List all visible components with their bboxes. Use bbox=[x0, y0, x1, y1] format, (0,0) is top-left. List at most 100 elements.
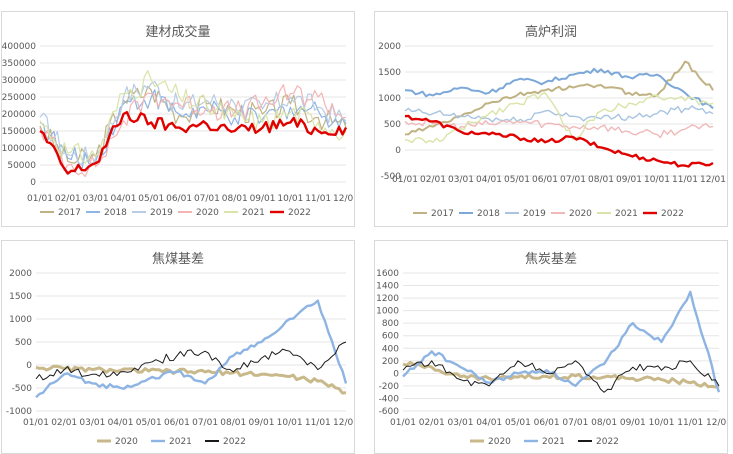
x-tick-label: 02/01 bbox=[55, 194, 81, 204]
x-tick-label: 04/01 bbox=[110, 194, 136, 204]
y-tick-label: 200000 bbox=[2, 110, 36, 120]
y-tick-label: 400000 bbox=[2, 42, 36, 52]
x-tick-label: 07/01 bbox=[560, 175, 586, 185]
chart-coking-coal-basis: -1000 -500 0 500 1000 1500 2000 01/01 02/01 03/01… bbox=[6, 269, 354, 447]
series-line-2017 bbox=[39, 85, 347, 164]
legend-label-2017: 2017 bbox=[431, 209, 454, 219]
x-tick-label: 07/01 bbox=[562, 418, 588, 428]
x-tick-label: 06/01 bbox=[166, 194, 192, 204]
x-tick-label: 09/01 bbox=[248, 418, 274, 428]
x-tick-label: 02/01 bbox=[420, 175, 446, 185]
chart-blast-furnace-profit: -500 0 500 1000 1500 2000 01/01 02/01 03/01 04/01… bbox=[378, 42, 726, 219]
x-tick-label: 03/01 bbox=[447, 418, 473, 428]
y-tick-label: 250000 bbox=[2, 93, 36, 103]
y-tick-label: 500 bbox=[384, 120, 401, 130]
legend-label-2021: 2021 bbox=[615, 209, 638, 219]
series-line-2021 bbox=[404, 92, 714, 144]
legend-label-2022: 2022 bbox=[596, 437, 619, 447]
y-tick-label: 1500 bbox=[9, 292, 32, 302]
x-tick-label: 05/01 bbox=[505, 418, 531, 428]
x-tick-label: 03/01 bbox=[79, 418, 105, 428]
y-tick-label: 2000 bbox=[9, 269, 32, 279]
x-tick-label: 12/01 bbox=[700, 175, 726, 185]
series-line-2022 bbox=[39, 110, 348, 175]
legend-label-2020: 2020 bbox=[488, 437, 511, 447]
chart-title: 建材成交量 bbox=[145, 25, 211, 40]
chart-coke-basis: -600 -400 -200 0 200 400 600 800 1000 1200 1400 160… bbox=[376, 269, 727, 447]
x-tick-label: 01/01 bbox=[392, 175, 418, 185]
x-tick-label: 05/01 bbox=[136, 418, 162, 428]
y-tick-label: 0 bbox=[26, 361, 32, 371]
x-tick-label: 09/01 bbox=[620, 418, 646, 428]
x-tick-label: 05/01 bbox=[138, 194, 164, 204]
legend-label-2020: 2020 bbox=[569, 209, 592, 219]
x-tick-label: 03/01 bbox=[83, 194, 109, 204]
series-line-2018 bbox=[39, 89, 347, 172]
series-line-2022 bbox=[404, 114, 714, 168]
x-tick-label: 10/01 bbox=[649, 418, 675, 428]
x-tick-label: 12/01 bbox=[706, 418, 727, 428]
x-tick-label: 08/01 bbox=[220, 418, 246, 428]
x-tick-label: 11/01 bbox=[305, 194, 331, 204]
series-line-2020 bbox=[404, 119, 714, 139]
series-line-2020 bbox=[35, 364, 347, 395]
series-line-2019 bbox=[39, 80, 347, 166]
y-tick-label: 1000 bbox=[376, 307, 399, 317]
y-tick-label: 500 bbox=[15, 338, 32, 348]
x-tick-label: 06/01 bbox=[532, 175, 558, 185]
x-tick-label: 04/01 bbox=[476, 175, 502, 185]
y-tick-label: -1000 bbox=[6, 407, 32, 417]
x-tick-label: 07/01 bbox=[194, 194, 220, 204]
x-tick-label: 11/01 bbox=[677, 418, 703, 428]
x-tick-label: 08/01 bbox=[588, 175, 614, 185]
x-tick-label: 09/01 bbox=[616, 175, 642, 185]
chart-panel-coke-basis: 焦炭基差 -600 -400 -200 0 200 400 600 800 1000 1200 14… bbox=[374, 240, 728, 454]
legend-label-2022: 2022 bbox=[661, 209, 684, 219]
x-tick-label: 10/01 bbox=[277, 194, 303, 204]
x-tick-label: 11/01 bbox=[305, 418, 331, 428]
y-tick-label: 150000 bbox=[2, 127, 36, 137]
chart-title: 焦煤基差 bbox=[151, 252, 204, 267]
legend-label-2018: 2018 bbox=[477, 209, 500, 219]
y-tick-label: 1000 bbox=[9, 315, 32, 325]
y-tick-label: 800 bbox=[382, 319, 399, 329]
x-tick-label: 01/01 bbox=[23, 418, 49, 428]
chart-construction-volume: 0 50000 100000 150000 200000 250000 300000 3500… bbox=[2, 42, 354, 218]
x-tick-label: 10/01 bbox=[277, 418, 303, 428]
legend-label-2018: 2018 bbox=[104, 208, 127, 218]
series-line-2021 bbox=[402, 290, 721, 393]
legend-label-2022: 2022 bbox=[223, 437, 246, 447]
legend-label-2021: 2021 bbox=[242, 208, 265, 218]
x-tick-label: 02/01 bbox=[419, 418, 445, 428]
y-tick-label: 100000 bbox=[2, 144, 36, 154]
y-tick-label: 400 bbox=[382, 344, 399, 354]
y-tick-label: 1400 bbox=[376, 282, 399, 292]
legend-label-2020: 2020 bbox=[115, 437, 138, 447]
y-tick-label: 350000 bbox=[2, 59, 36, 69]
x-tick-label: 09/01 bbox=[250, 194, 276, 204]
y-tick-label: 200 bbox=[382, 357, 399, 367]
chart-title: 高炉利润 bbox=[524, 25, 577, 40]
x-tick-label: 08/01 bbox=[222, 194, 248, 204]
x-tick-label: 04/01 bbox=[476, 418, 502, 428]
y-tick-label: -600 bbox=[379, 407, 400, 417]
x-tick-label: 06/01 bbox=[534, 418, 560, 428]
y-tick-label: 0 bbox=[30, 178, 36, 188]
series-line-2021 bbox=[35, 299, 348, 399]
legend-label-2022: 2022 bbox=[288, 208, 311, 218]
chart-title: 焦炭基差 bbox=[524, 252, 577, 267]
legend-label-2019: 2019 bbox=[150, 208, 173, 218]
legend-label-2017: 2017 bbox=[58, 208, 81, 218]
x-tick-label: 02/01 bbox=[51, 418, 77, 428]
y-tick-label: 0 bbox=[395, 146, 401, 156]
legend-label-2021: 2021 bbox=[169, 437, 192, 447]
y-tick-label: 300000 bbox=[2, 76, 36, 86]
x-tick-label: 12/01 bbox=[333, 418, 354, 428]
legend-label-2021: 2021 bbox=[542, 437, 565, 447]
x-tick-label: 12/01 bbox=[333, 194, 354, 204]
chart-panel-coking-coal-basis: 焦煤基差 -1000 -500 0 500 1000 1500 2000 01/01 02/01… bbox=[1, 240, 355, 454]
x-tick-label: 03/01 bbox=[448, 175, 474, 185]
y-tick-label: 1500 bbox=[378, 68, 401, 78]
series-line-2022 bbox=[35, 341, 347, 381]
series-line-2021 bbox=[39, 70, 347, 164]
